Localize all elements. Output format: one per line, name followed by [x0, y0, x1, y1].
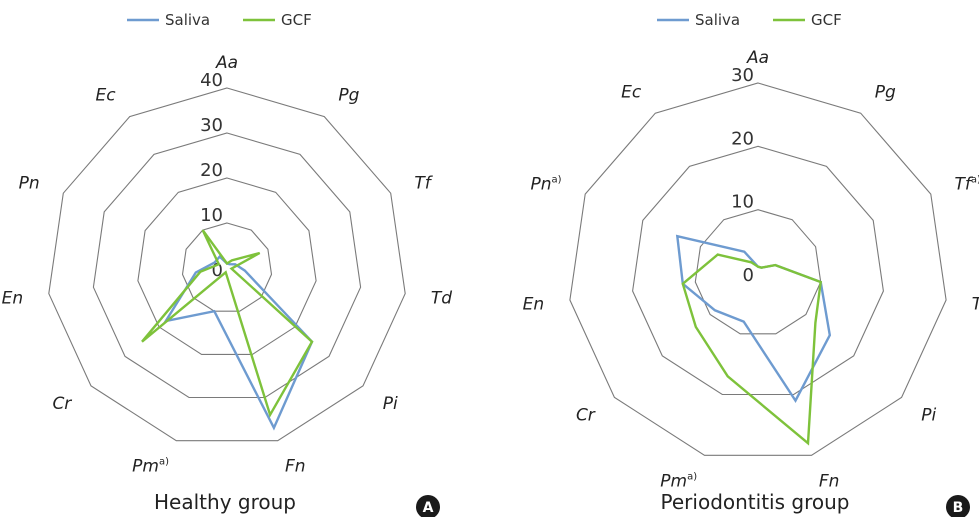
- axis-label-cr: Cr: [576, 405, 596, 425]
- axis-label-tf: Tf: [414, 173, 433, 193]
- axis-label-text: Pg: [338, 86, 359, 106]
- axis-label-text: Tf: [414, 173, 433, 193]
- axis-label-text: Cr: [52, 394, 72, 414]
- radar-grid: [48, 87, 406, 442]
- axis-label-pg: Pg: [875, 82, 896, 102]
- axis-label-text: Ec: [96, 86, 117, 106]
- legend-label-gcf: GCF: [811, 11, 842, 29]
- radar-grid: [569, 82, 947, 456]
- axis-label-text: Ec: [621, 82, 642, 102]
- axis-label-text: Aa: [746, 48, 769, 68]
- tick-label: 0: [212, 260, 223, 281]
- series-line-gcf: [141, 229, 314, 418]
- axis-label-aa: Aa: [215, 53, 238, 73]
- axis-label-pg: Pg: [338, 86, 359, 106]
- axis-label-pi: Pi: [383, 394, 398, 414]
- axis-label-text: Pi: [383, 394, 398, 414]
- tick-label: 10: [731, 192, 754, 213]
- axis-label-text: Aa: [215, 53, 238, 73]
- grid-ring-30: [92, 132, 362, 399]
- axis-label-text: Td: [972, 295, 979, 315]
- axis-label-pi: Pi: [921, 405, 936, 425]
- tick-label: 20: [200, 160, 223, 181]
- series-line-gcf: [681, 253, 823, 446]
- axis-label-pm: Pma): [132, 457, 169, 477]
- axis-label-aa: Aa: [746, 48, 769, 68]
- axis-label-text: Fn: [819, 471, 840, 491]
- tick-label: 20: [731, 128, 754, 149]
- axis-label-ec: Ec: [621, 82, 642, 102]
- badge-letter: B: [953, 500, 964, 516]
- badge-circle: [416, 495, 440, 517]
- axis-label-td: Td: [972, 295, 979, 315]
- axis-label-text: Pi: [921, 405, 936, 425]
- series-line-saliva: [163, 254, 314, 431]
- axis-label-text: Pg: [875, 82, 896, 102]
- axis-label-tf: Tfa): [955, 174, 979, 194]
- axis-label-td: Td: [431, 288, 452, 308]
- axis-label-text: Td: [431, 288, 452, 308]
- grid-ring-10: [181, 222, 273, 312]
- badge-circle: [946, 495, 970, 517]
- grid-ring-20: [137, 177, 317, 355]
- chart-caption: Periodontitis group: [661, 490, 850, 514]
- legend: Saliva GCF: [657, 11, 842, 29]
- legend-label-gcf: GCF: [281, 11, 312, 29]
- grid-ring-30: [569, 82, 947, 456]
- series-saliva: [163, 254, 314, 431]
- axis-label-fn: Fn: [285, 457, 306, 477]
- legend-label-saliva: Saliva: [695, 11, 740, 29]
- axis-label-cr: Cr: [52, 394, 72, 414]
- legend-label-saliva: Saliva: [165, 11, 210, 29]
- legend: Saliva GCF: [127, 11, 312, 29]
- axis-label-superscript: a): [971, 174, 979, 185]
- axis-label-pm: Pma): [660, 471, 697, 491]
- tick-label: 40: [200, 70, 223, 91]
- axis-label-text: Tf: [955, 174, 974, 194]
- axis-label-superscript: a): [159, 457, 169, 468]
- badge-letter: A: [423, 500, 434, 516]
- tick-label: 30: [200, 115, 223, 136]
- axis-label-text: Fn: [285, 457, 306, 477]
- axis-label-text: En: [2, 288, 24, 308]
- axis-label-text: En: [523, 295, 545, 315]
- series-line-saliva: [675, 234, 832, 403]
- grid-ring-10: [694, 209, 822, 335]
- radar-panel-periodontitis: 0102030AaPgTfa)TdPiFnPma)CrEnPna)EcSaliv…: [523, 11, 979, 517]
- panel-badge: B: [946, 495, 970, 517]
- axis-label-pn: Pna): [530, 174, 561, 194]
- series-saliva: [675, 234, 832, 403]
- axis-label-text: Pn: [19, 173, 40, 193]
- axis-label-pn: Pn: [19, 173, 40, 193]
- series-gcf: [681, 253, 823, 446]
- grid-ring-20: [632, 145, 884, 396]
- grid-ring-40: [48, 87, 406, 442]
- axis-label-fn: Fn: [819, 471, 840, 491]
- chart-caption: Healthy group: [154, 490, 296, 514]
- tick-label: 10: [200, 205, 223, 226]
- axis-label-text: Cr: [576, 405, 596, 425]
- series-gcf: [141, 229, 314, 418]
- axis-label-en: En: [2, 288, 24, 308]
- axis-label-text: Pm: [660, 471, 687, 491]
- axis-label-superscript: a): [687, 471, 697, 482]
- axis-label-text: Pm: [132, 457, 159, 477]
- tick-label: 30: [731, 65, 754, 86]
- panel-badge: A: [416, 495, 440, 517]
- axis-label-text: Pn: [530, 174, 551, 194]
- axis-label-ec: Ec: [96, 86, 117, 106]
- tick-label: 0: [743, 265, 754, 286]
- axis-label-en: En: [523, 295, 545, 315]
- axis-label-superscript: a): [551, 174, 561, 185]
